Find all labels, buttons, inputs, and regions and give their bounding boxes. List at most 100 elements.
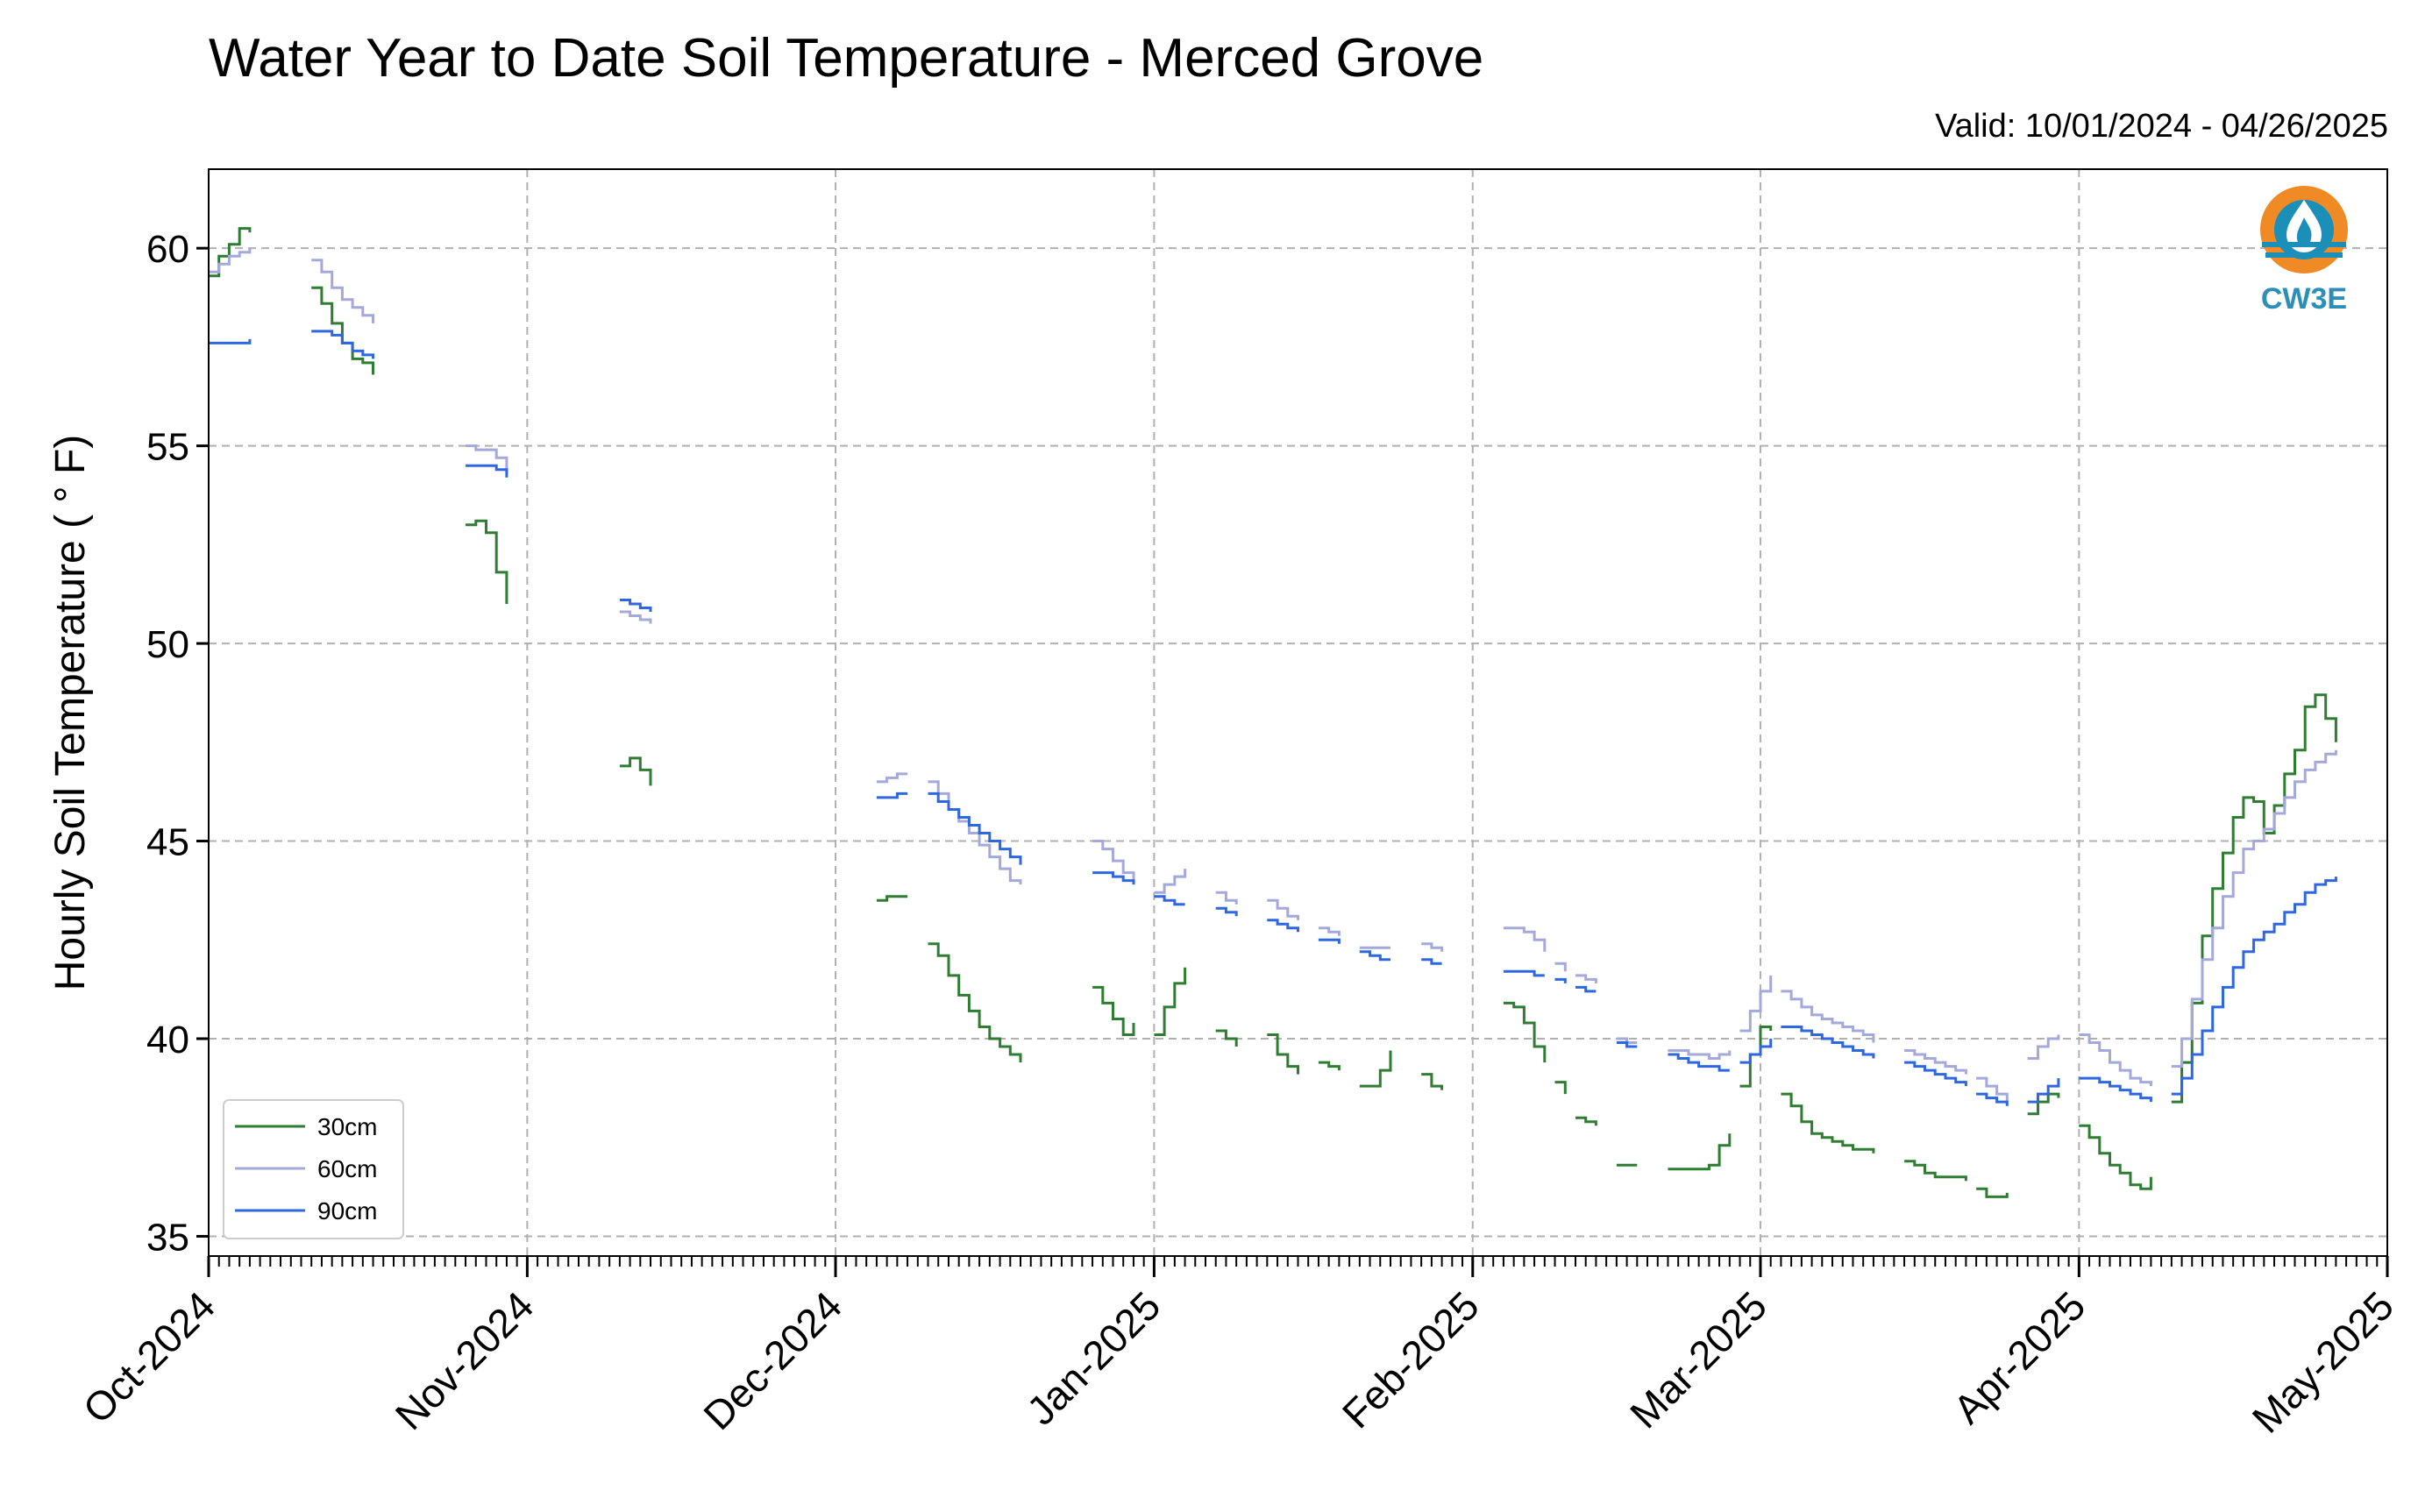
series-line-60cm <box>1781 990 1875 1043</box>
x-tick-label: Mar-2025 <box>1621 1282 1775 1437</box>
series-line-90cm <box>1976 1092 2009 1106</box>
x-tick-label: Feb-2025 <box>1333 1282 1488 1437</box>
series-line-30cm <box>876 895 908 902</box>
series-line-90cm <box>1318 938 1341 944</box>
gridlines <box>209 169 2387 1256</box>
series-line-90cm <box>311 330 374 359</box>
logo-wave-2 <box>2265 252 2343 258</box>
series-line-60cm <box>1739 975 1773 1033</box>
series-line-90cm <box>876 791 908 799</box>
series-line-90cm <box>1421 958 1442 965</box>
series-line-60cm <box>928 780 1022 885</box>
series-line-60cm <box>1421 942 1444 952</box>
series-line-30cm <box>1904 1160 1967 1182</box>
chart-title: Water Year to Date Soil Temperature - Me… <box>209 28 1484 89</box>
legend-label-30cm: 30cm <box>317 1113 377 1140</box>
series-line-60cm <box>1904 1049 1967 1075</box>
series-line-60cm <box>1154 869 1187 894</box>
series-line-30cm <box>1154 967 1187 1036</box>
series-line-90cm <box>1904 1061 1967 1087</box>
series-line-90cm <box>1503 969 1545 977</box>
series-line-60cm <box>209 248 252 273</box>
valid-date-range: Valid: 10/01/2024 - 04/26/2025 <box>1935 108 2388 145</box>
series-line-30cm <box>1215 1029 1238 1047</box>
series-line-60cm <box>1976 1076 2009 1103</box>
series-line-30cm <box>1668 1133 1732 1171</box>
series-line-90cm <box>1575 985 1597 993</box>
series-line-60cm <box>1575 974 1597 983</box>
y-tick-label: 45 <box>146 821 189 864</box>
series-line-90cm <box>2027 1078 2060 1104</box>
axes: Oct-2024 Nov-2024 Dec-2024 Jan-2025 Feb-2025… <box>75 228 2403 1442</box>
x-tick-label: Apr-2025 <box>1945 1282 2094 1432</box>
series-line-90cm <box>1668 1053 1730 1072</box>
logo-label: CW3E <box>2261 282 2347 316</box>
series-lines <box>209 227 2337 1198</box>
x-tick-label: May-2025 <box>2244 1282 2402 1441</box>
legend-label-90cm: 90cm <box>317 1197 377 1225</box>
series-line-30cm <box>1421 1073 1444 1090</box>
series-line-30cm <box>2027 1092 2060 1116</box>
series-line-90cm <box>2171 877 2337 1096</box>
series-line-90cm <box>1616 1041 1638 1048</box>
series-line-30cm <box>1359 1050 1392 1088</box>
series-line-60cm <box>1616 1037 1638 1044</box>
series-line-90cm <box>209 338 252 344</box>
x-tick-label: Dec-2024 <box>694 1282 850 1438</box>
series-line-60cm <box>2079 1033 2152 1087</box>
legend-box <box>223 1099 404 1239</box>
y-tick-label: 50 <box>146 623 189 666</box>
series-line-90cm <box>1554 977 1567 983</box>
series-line-30cm <box>2079 1124 2152 1190</box>
series-line-60cm <box>1092 840 1135 885</box>
series-line-60cm <box>1503 926 1547 952</box>
x-tick-label: Oct-2024 <box>75 1282 224 1432</box>
series-line-30cm <box>619 756 652 786</box>
y-axis-label: Hourly Soil Temperature ( ° F) <box>47 435 94 991</box>
series-line-60cm <box>1267 898 1299 920</box>
logo-wave-1 <box>2262 242 2346 247</box>
plot-area-frame <box>208 168 2388 1257</box>
series-line-60cm <box>466 444 508 474</box>
series-line-90cm <box>1781 1026 1875 1059</box>
x-tick-label: Jan-2025 <box>1018 1282 1169 1433</box>
series-line-60cm <box>1318 926 1341 936</box>
series-line-30cm <box>1575 1116 1597 1126</box>
y-tick-label: 55 <box>146 426 189 469</box>
series-line-60cm <box>311 259 374 323</box>
series-line-30cm <box>928 942 1022 1063</box>
cw3e-logo: CW3E <box>2260 186 2348 316</box>
y-tick-label: 40 <box>146 1019 189 1061</box>
series-line-90cm <box>1267 919 1299 933</box>
series-line-90cm <box>619 599 652 612</box>
series-line-30cm <box>1739 1026 1773 1088</box>
series-line-30cm <box>1503 1001 1547 1063</box>
flame-icon <box>2296 217 2312 245</box>
series-line-30cm <box>466 519 508 604</box>
legend: 30cm 60cm 90cm <box>223 1099 404 1239</box>
x-tick-label: Nov-2024 <box>387 1282 543 1438</box>
series-line-30cm <box>1554 1081 1567 1095</box>
series-line-90cm <box>928 791 1022 865</box>
series-line-60cm <box>2171 749 2337 1068</box>
legend-label-60cm: 60cm <box>317 1155 377 1182</box>
series-line-90cm <box>1739 1039 1773 1064</box>
series-line-60cm <box>2027 1034 2060 1060</box>
series-line-90cm <box>2079 1076 2152 1103</box>
series-line-90cm <box>466 464 508 478</box>
series-line-60cm <box>876 772 908 784</box>
series-line-30cm <box>1092 985 1135 1036</box>
series-line-90cm <box>1092 871 1135 885</box>
series-line-60cm <box>619 610 652 624</box>
series-line-60cm <box>1668 1049 1732 1060</box>
series-line-30cm <box>2171 693 2337 1104</box>
series-line-90cm <box>1154 895 1185 906</box>
series-line-60cm <box>1215 891 1238 905</box>
y-tick-label: 60 <box>146 228 189 271</box>
series-line-30cm <box>1781 1092 1875 1154</box>
series-line-90cm <box>1359 950 1390 962</box>
series-line-30cm <box>1976 1187 2009 1198</box>
series-line-30cm <box>1267 1033 1299 1075</box>
y-tick-label: 35 <box>146 1216 189 1259</box>
